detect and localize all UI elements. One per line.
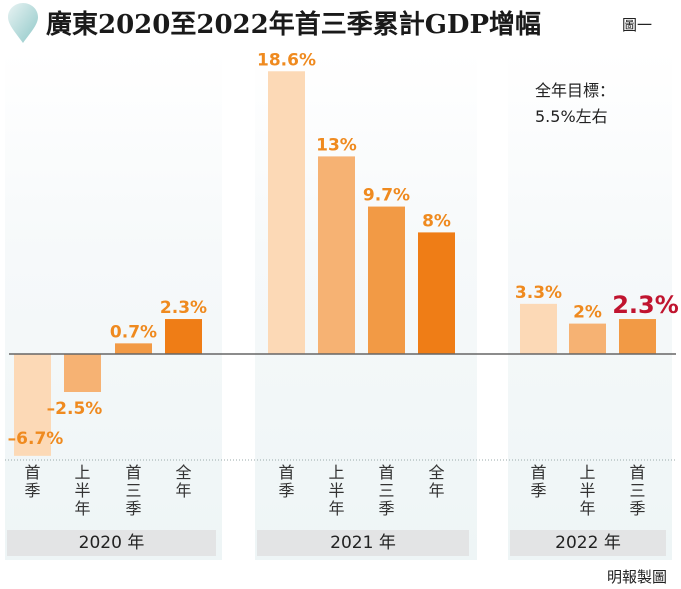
year-label-2020: 2020 年 — [7, 530, 216, 556]
target-line-2: 5.5%左右 — [535, 107, 608, 126]
category-label: 首季 — [24, 463, 41, 500]
category-label: 首三季 — [629, 463, 646, 518]
bar-2020-3 — [165, 319, 202, 354]
value-label: 0.7% — [110, 322, 157, 342]
category-label: 全年 — [175, 463, 192, 500]
value-label: 18.6% — [257, 50, 316, 70]
category-label: 全年 — [428, 463, 445, 500]
target-line-1: 全年目標： — [535, 81, 616, 100]
bar-2021-0 — [268, 71, 305, 354]
value-label: 13% — [316, 135, 357, 155]
category-label: 首三季 — [378, 463, 395, 518]
category-label: 首季 — [530, 463, 547, 500]
value-label: 2.3% — [160, 298, 207, 318]
category-label: 上半年 — [74, 463, 91, 518]
bar-2021-1 — [318, 156, 355, 354]
bar-2020-1 — [64, 354, 101, 392]
category-label: 首三季 — [125, 463, 142, 518]
value-label: –6.7% — [8, 429, 64, 449]
panel-2020 — [5, 50, 222, 560]
target-annotation: 全年目標： 5.5%左右 — [535, 78, 615, 130]
chart-title: 廣東2020至2022年首三季累計GDP增幅 — [46, 10, 542, 40]
bar-2021-3 — [418, 232, 455, 354]
value-label: 2% — [573, 303, 602, 323]
category-label: 上半年 — [328, 463, 345, 518]
bar-2022-2 — [619, 319, 656, 354]
year-label-2022: 2022 年 — [510, 530, 666, 556]
category-label: 上半年 — [579, 463, 596, 518]
value-label: 9.7% — [363, 186, 410, 206]
value-label: 2.3% — [612, 291, 679, 319]
bar-2021-2 — [368, 206, 405, 354]
value-label: 3.3% — [515, 283, 562, 303]
category-label: 首季 — [278, 463, 295, 500]
bar-2020-2 — [115, 343, 152, 354]
credit: 明報製圖 — [606, 568, 667, 586]
bar-2022-1 — [569, 323, 606, 354]
figure-label: 圖一 — [622, 16, 653, 34]
value-label: 8% — [422, 211, 451, 231]
bar-2022-0 — [520, 303, 557, 354]
value-label: –2.5% — [47, 399, 103, 419]
droplet-icon — [8, 3, 38, 43]
year-label-2021: 2021 年 — [257, 530, 469, 556]
chart-header: 廣東2020至2022年首三季累計GDP增幅 圖一 — [0, 0, 681, 50]
bar-2020-0 — [14, 354, 51, 456]
